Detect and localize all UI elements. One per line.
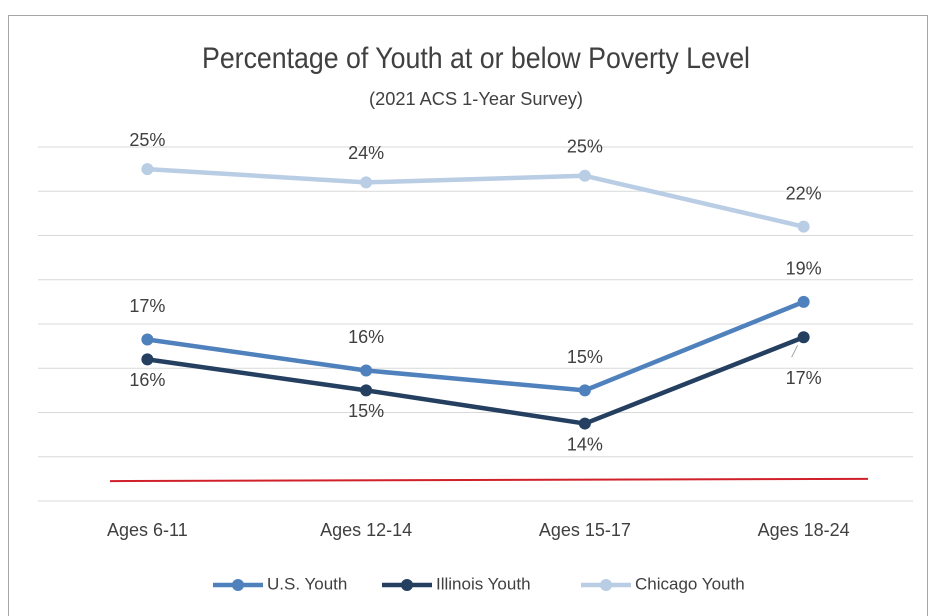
x-tick-label: Ages 15-17 — [539, 520, 631, 540]
point — [797, 220, 810, 233]
series-line — [147, 166, 805, 229]
data-label: 17% — [786, 368, 822, 388]
x-tick-label: Ages 18-24 — [758, 520, 850, 540]
leader-line — [791, 345, 799, 358]
point — [797, 331, 810, 344]
series-line — [147, 335, 805, 426]
point — [578, 384, 591, 397]
data-label: 25% — [567, 137, 603, 157]
point — [360, 384, 373, 397]
point — [578, 417, 591, 430]
point — [578, 169, 591, 182]
x-tick-label: Ages 12-14 — [320, 520, 412, 540]
chart-border — [8, 15, 928, 616]
series-line — [147, 299, 805, 393]
reference-line — [109, 477, 869, 483]
point — [141, 163, 154, 176]
data-label: 25% — [129, 130, 165, 150]
legend-marker — [600, 579, 612, 591]
chart-subtitle: (2021 ACS 1-Year Survey) — [369, 89, 583, 109]
legend-label: U.S. Youth — [267, 574, 347, 593]
data-label: 24% — [348, 143, 384, 163]
legend-marker — [401, 579, 413, 591]
point — [360, 176, 373, 189]
data-label: 16% — [348, 327, 384, 347]
point — [141, 333, 154, 346]
data-label: 15% — [567, 347, 603, 367]
point — [360, 364, 373, 377]
data-label: 22% — [786, 183, 822, 203]
data-label: 15% — [348, 401, 384, 421]
legend-label: Chicago Youth — [635, 574, 745, 593]
chart-title: Percentage of Youth at or below Poverty … — [202, 42, 750, 75]
legend-marker — [232, 579, 244, 591]
data-label: 19% — [786, 259, 822, 279]
data-label: 17% — [129, 296, 165, 316]
x-tick-label: Ages 6-11 — [107, 520, 188, 540]
point — [141, 353, 154, 366]
data-label: 16% — [129, 370, 165, 390]
point — [797, 295, 810, 308]
legend-label: Illinois Youth — [436, 574, 531, 593]
data-label: 14% — [567, 434, 603, 454]
